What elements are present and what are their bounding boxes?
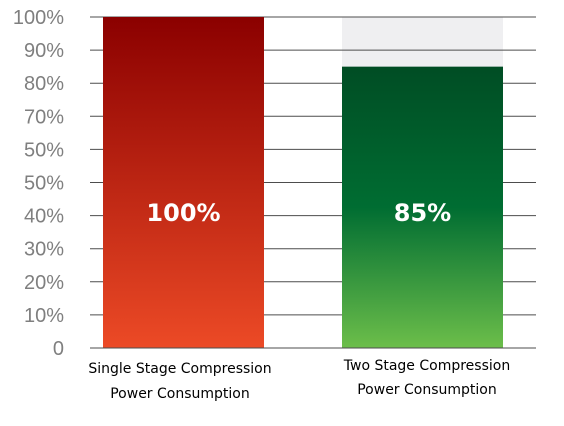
bar-1 — [103, 17, 264, 348]
bar-2 — [342, 66, 503, 349]
y-tick-label: 100% — [13, 7, 64, 29]
y-tick-label: 50% — [24, 139, 64, 161]
y-tick-label: 90% — [24, 40, 64, 62]
y-tick-label: 70% — [24, 106, 64, 128]
category-label-2: Two Stage Compression — [343, 358, 510, 374]
data-label-1: 100% — [146, 199, 220, 227]
y-tick-label: 80% — [24, 73, 64, 95]
y-tick-label: 40% — [24, 206, 64, 228]
y-tick-label: 10% — [24, 305, 64, 327]
y-tick-label: 30% — [24, 239, 64, 261]
y-tick-label: 20% — [24, 272, 64, 294]
y-tick-label: 50% — [24, 173, 64, 195]
category-label-1: Power Consumption — [110, 386, 250, 402]
y-tick-label: 0 — [53, 338, 64, 360]
category-label-2: Power Consumption — [357, 382, 497, 398]
data-label-2: 85% — [394, 199, 451, 227]
category-label-1: Single Stage Compression — [88, 361, 271, 377]
